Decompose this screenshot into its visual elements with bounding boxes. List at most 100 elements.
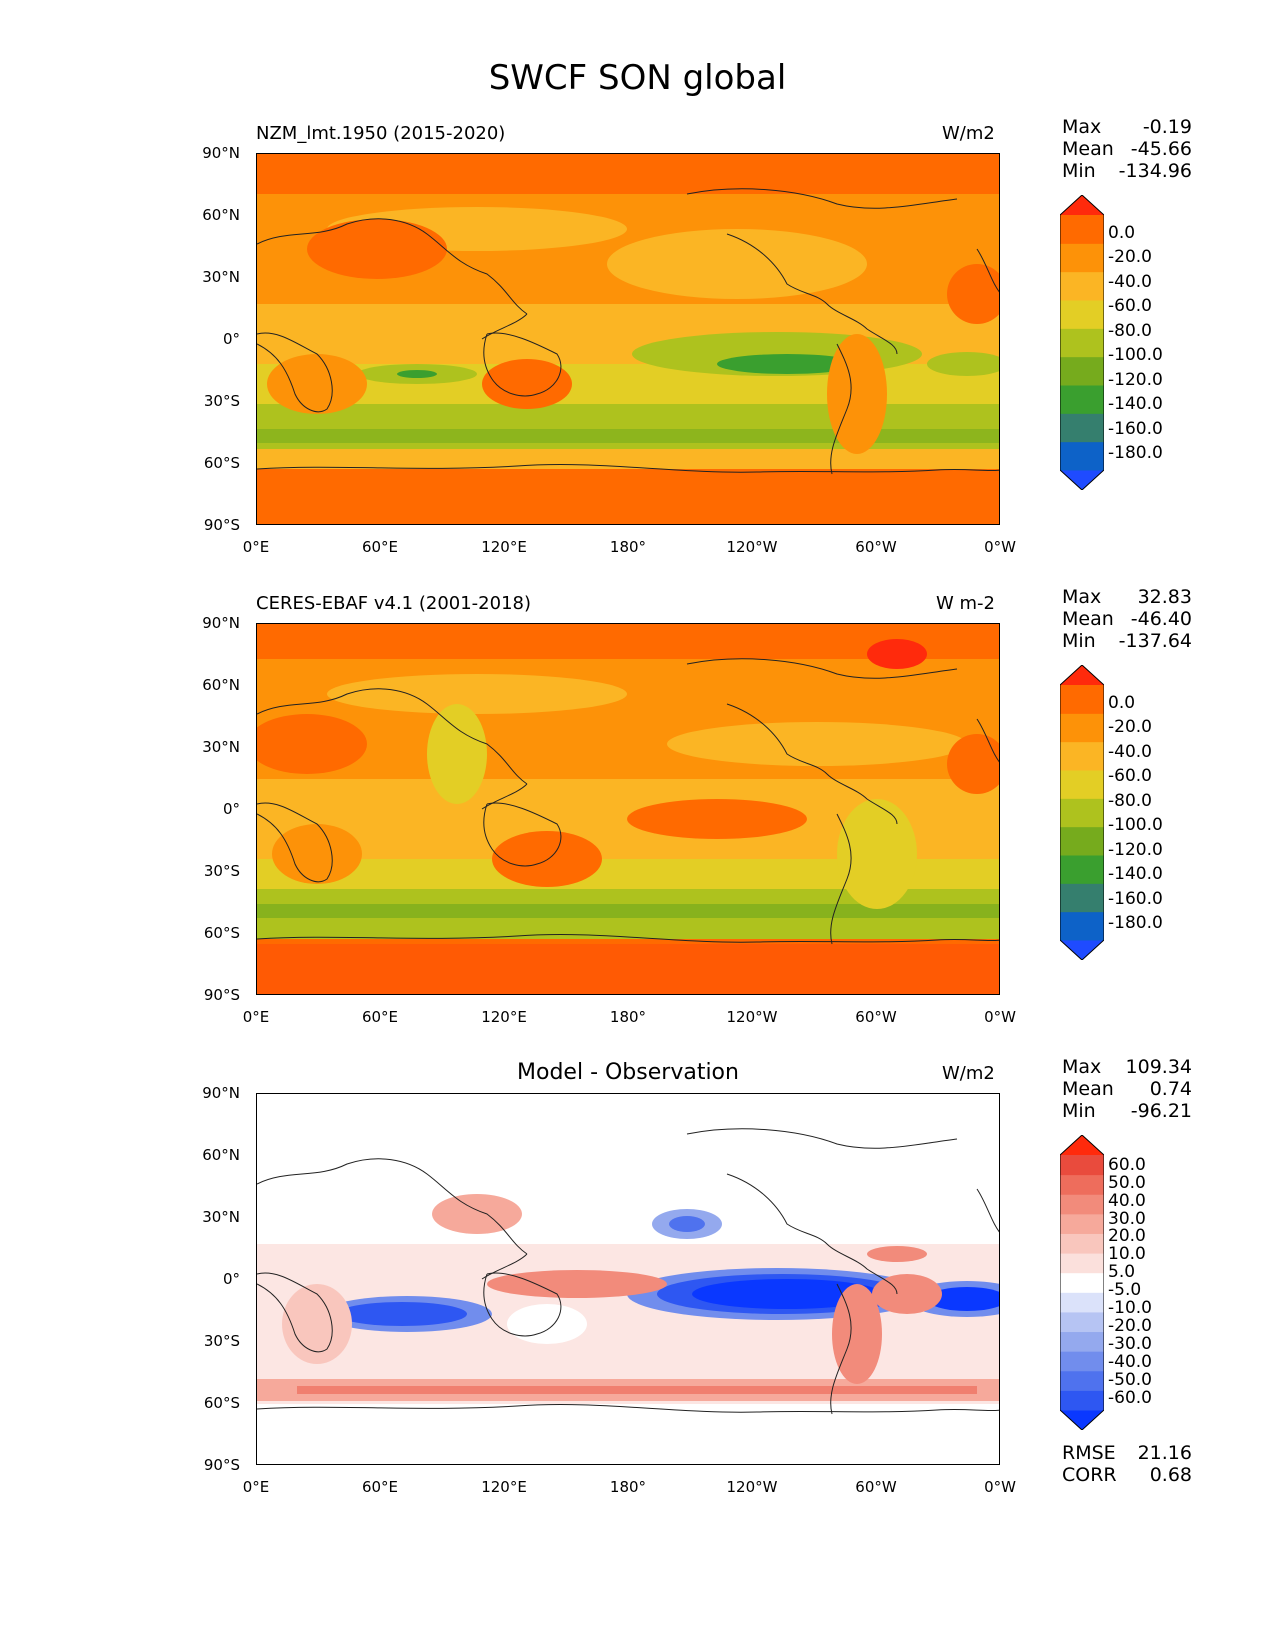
colorbar-label: 0.0: [1108, 693, 1136, 713]
colorbar-segment: [1060, 1233, 1104, 1254]
lon-label: 60°W: [855, 1478, 897, 1496]
colorbar-segment: [1060, 441, 1104, 471]
colorbar-segment: [1060, 1174, 1104, 1195]
colorbar-label: -30.0: [1108, 1334, 1152, 1354]
colorbar-label: -20.0: [1108, 717, 1152, 737]
colorbar-label: -80.0: [1108, 791, 1152, 811]
colorbar-extend-low: [1060, 1410, 1104, 1430]
colorbar-label: 0.0: [1108, 223, 1136, 243]
panel3-colorbar: [1060, 1135, 1104, 1430]
panel2-map: [256, 623, 1000, 995]
lon-label: 0°E: [242, 538, 270, 556]
colorbar-segment: [1060, 685, 1104, 714]
colorbar-segment: [1060, 243, 1104, 273]
colorbar-label: 20.0: [1108, 1226, 1146, 1246]
colorbar-segment: [1060, 713, 1104, 743]
panel2-colorbar: [1060, 665, 1104, 960]
stat-value: -137.64: [1118, 630, 1192, 652]
colorbar-label: -100.0: [1108, 345, 1163, 365]
colorbar-segment: [1060, 1155, 1104, 1176]
lat-label: 30°S: [203, 862, 240, 880]
stat-label: Max: [1062, 1056, 1102, 1078]
colorbar-label: -40.0: [1108, 742, 1152, 762]
lon-label: 60°E: [361, 1008, 399, 1026]
colorbar-label: 60.0: [1108, 1155, 1146, 1175]
colorbar-segment: [1060, 826, 1104, 856]
lon-label: 120°E: [481, 538, 527, 556]
colorbar-label: -50.0: [1108, 1370, 1152, 1390]
lat-label: 30°N: [202, 268, 240, 286]
colorbar-segment: [1060, 1194, 1104, 1215]
colorbar-label: -20.0: [1108, 247, 1152, 267]
lat-label: 60°S: [203, 924, 240, 942]
lat-label: 60°S: [203, 1394, 240, 1412]
colorbar-label: -160.0: [1108, 419, 1163, 439]
colorbar-label: -180.0: [1108, 443, 1163, 463]
colorbar-extend-high: [1060, 195, 1104, 215]
lon-label: 60°E: [361, 538, 399, 556]
colorbar-segment: [1060, 1331, 1104, 1352]
lon-label: 60°E: [361, 1478, 399, 1496]
colorbar-label: -120.0: [1108, 840, 1163, 860]
lat-label: 90°S: [203, 516, 240, 534]
colorbar-segment: [1060, 770, 1104, 799]
lat-label: 30°S: [203, 1332, 240, 1350]
colorbar-segment: [1060, 271, 1104, 301]
lon-label: 180°: [609, 538, 647, 556]
lon-label: 180°: [609, 1008, 647, 1026]
colorbar-label: -40.0: [1108, 272, 1152, 292]
colorbar-label: 40.0: [1108, 1191, 1146, 1211]
stat-value: 0.74: [1149, 1078, 1192, 1100]
colorbar-segment: [1060, 385, 1104, 414]
stat-label: Max: [1062, 116, 1102, 138]
colorbar-label: 30.0: [1108, 1209, 1146, 1229]
colorbar-segment: [1060, 1272, 1104, 1293]
colorbar-segment: [1060, 883, 1104, 913]
lon-label: 0°E: [242, 1478, 270, 1496]
lat-label: 30°N: [202, 1208, 240, 1226]
stat-value: -45.66: [1130, 138, 1192, 160]
panel2-map-svg: [257, 624, 999, 994]
panel1-units: W/m2: [942, 123, 995, 144]
lon-label: 60°W: [855, 538, 897, 556]
stat-value: -0.19: [1142, 116, 1192, 138]
colorbar-label: -20.0: [1108, 1316, 1152, 1336]
stat-value: 21.16: [1137, 1442, 1192, 1464]
panel1-map: [256, 153, 1000, 525]
colorbar-label: -120.0: [1108, 370, 1163, 390]
panel3-map-svg: [257, 1094, 999, 1464]
colorbar-label: -80.0: [1108, 321, 1152, 341]
lat-label: 90°N: [202, 614, 240, 632]
panel3-extra-stats: RMSE 21.16 CORR 0.68: [1062, 1442, 1192, 1486]
stat-value: -134.96: [1118, 160, 1192, 182]
lon-label: 120°W: [726, 1478, 778, 1496]
stat-value: -46.40: [1130, 608, 1192, 630]
lon-label: 180°: [609, 1478, 647, 1496]
stat-label: RMSE: [1062, 1442, 1116, 1464]
lon-label: 0°W: [984, 1008, 1016, 1026]
lat-label: 90°N: [202, 144, 240, 162]
lat-label: 0°: [222, 1270, 240, 1288]
stat-label: CORR: [1062, 1464, 1117, 1486]
lon-label: 120°E: [481, 1008, 527, 1026]
stat-label: Mean: [1062, 608, 1114, 630]
colorbar-label: 5.0: [1108, 1262, 1136, 1282]
colorbar-label: -40.0: [1108, 1352, 1152, 1372]
lon-label: 0°W: [984, 538, 1016, 556]
colorbar-label: -60.0: [1108, 296, 1152, 316]
colorbar-segment: [1060, 328, 1104, 358]
stat-label: Min: [1062, 160, 1096, 182]
lon-label: 120°W: [726, 538, 778, 556]
panel1-title: NZM_lmt.1950 (2015-2020): [256, 123, 506, 144]
colorbar-segment: [1060, 1311, 1104, 1333]
lat-label: 90°S: [203, 1456, 240, 1474]
lat-label: 90°S: [203, 986, 240, 1004]
panel3-units: W/m2: [942, 1063, 995, 1084]
lat-label: 30°S: [203, 392, 240, 410]
colorbar-label: 10.0: [1108, 1244, 1146, 1264]
colorbar-label: -160.0: [1108, 889, 1163, 909]
colorbar-label: -140.0: [1108, 394, 1163, 414]
panel3-map: [256, 1093, 1000, 1465]
colorbar-label: -10.0: [1108, 1298, 1152, 1318]
colorbar-label: -180.0: [1108, 913, 1163, 933]
